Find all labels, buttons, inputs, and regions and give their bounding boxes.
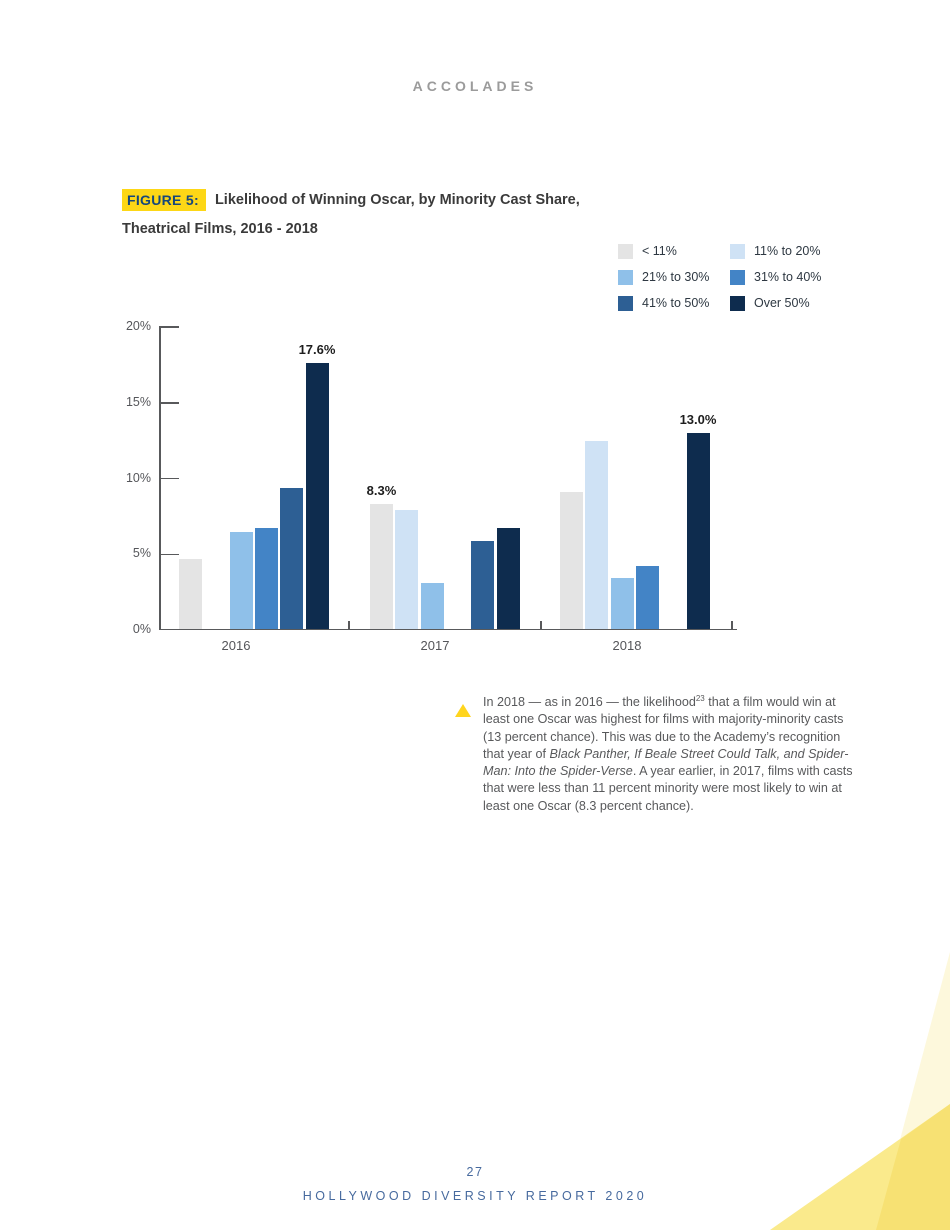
bar-value-label: 8.3% — [366, 483, 397, 499]
figure-title-line1: FIGURE 5: Likelihood of Winning Oscar, b… — [122, 189, 842, 211]
page-number: 27 — [466, 1165, 484, 1179]
y-axis-tick-label: 10% — [125, 470, 151, 485]
y-axis-tick-label: 15% — [125, 394, 151, 409]
bar-2017-41to50 — [471, 540, 495, 630]
bar-2018-31to40 — [635, 566, 659, 630]
x-axis-label: 2018 — [612, 638, 642, 653]
x-axis-line — [159, 628, 737, 630]
y-axis-tick-label: 20% — [125, 319, 151, 333]
report-footer: HOLLYWOOD DIVERSITY REPORT 2020 — [302, 1189, 648, 1203]
x-axis-label: 2016 — [221, 638, 251, 653]
bar-2017-11to20 — [395, 510, 419, 630]
legend-label: < 11% — [642, 244, 677, 258]
x-axis-tick — [348, 621, 350, 629]
annotation-footnote-ref: 23 — [695, 693, 705, 703]
bar-2017-11 — [370, 504, 393, 630]
legend-item: 21% to 30% — [618, 269, 709, 285]
legend-swatch — [618, 269, 633, 285]
x-axis-label: 2017 — [420, 638, 450, 653]
x-axis-tick — [731, 621, 733, 629]
bar-2018-21to30 — [610, 578, 634, 630]
legend-swatch — [730, 269, 745, 285]
figure-title-block: FIGURE 5: Likelihood of Winning Oscar, b… — [122, 189, 842, 237]
y-axis-tick — [159, 553, 179, 555]
annotation-plain-text: In 2018 — as in 2016 — the likelihood — [483, 695, 696, 709]
annotation-plain-text: . A year earlier, in 2017, films with ca… — [483, 764, 853, 813]
bar-2016-31to40 — [254, 528, 278, 630]
legend-label: Over 50% — [754, 296, 810, 310]
bar-2018-11to20 — [585, 440, 609, 630]
y-axis-line — [159, 327, 161, 630]
legend-swatch — [618, 243, 633, 259]
chart-legend: < 11% 11% to 20% 21% to 30% 31% to 40% 41% t… — [618, 243, 868, 323]
bar-2017-21to30 — [420, 583, 444, 630]
annotation-text: In 2018 — as in 2016 — the likelihood23 … — [483, 694, 864, 815]
annotation-plain-text: that a film would win at least one Oscar… — [483, 695, 844, 761]
x-axis-tick — [540, 621, 542, 629]
legend-item: 31% to 40% — [730, 269, 821, 285]
bar-2016-21to30 — [229, 531, 253, 630]
bar-2016-11 — [179, 558, 202, 630]
figure-title-line2: Theatrical Films, 2016 - 2018 — [122, 221, 318, 237]
y-axis-tick — [159, 402, 179, 404]
legend-item: 11% to 20% — [730, 243, 820, 259]
legend-item: < 11% — [618, 243, 677, 259]
legend-label: 11% to 20% — [754, 244, 821, 258]
legend-swatch — [618, 295, 633, 311]
legend-item: 41% to 50% — [618, 295, 709, 311]
legend-label: 21% to 30% — [642, 270, 710, 284]
y-axis-tick — [159, 477, 179, 480]
bar-2018-11 — [560, 492, 583, 630]
legend-label: 41% to 50% — [642, 296, 710, 310]
y-axis-tick-label: 5% — [132, 546, 151, 561]
bar-value-label: 17.6% — [298, 342, 336, 358]
legend-item: Over 50% — [730, 295, 810, 311]
bar-2016-Over50 — [305, 363, 329, 630]
triangle-bullet-icon — [455, 704, 471, 717]
legend-label: 31% to 40% — [754, 270, 822, 284]
figure-title-text: Likelihood of Winning Oscar, by Minority… — [214, 192, 580, 208]
bar-2018-Over50 — [686, 433, 710, 630]
bar-chart: 20% 15% 10% 5% 0% 2016 2017 2018 17.6% 8.3% 13.0% — [126, 319, 737, 653]
bar-2016-41to50 — [280, 487, 304, 630]
y-axis-tick — [159, 326, 179, 328]
bar-value-label: 13.0% — [679, 412, 717, 428]
y-axis-tick-label: 0% — [132, 622, 151, 636]
legend-swatch — [730, 243, 745, 259]
bar-2017-Over50 — [496, 528, 520, 630]
figure-label: FIGURE 5: — [122, 189, 206, 211]
annotation-italic-text: Black Panther, If Beale Street Could Tal… — [483, 746, 849, 779]
legend-swatch — [730, 295, 745, 311]
section-header: ACCOLADES — [412, 78, 538, 94]
